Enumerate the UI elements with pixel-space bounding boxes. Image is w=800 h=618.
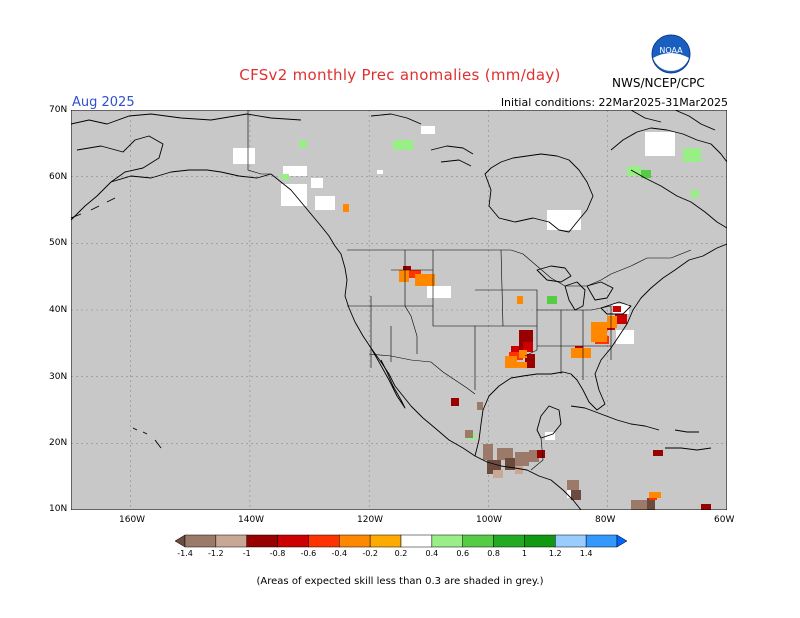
forecast-month: Aug 2025: [72, 95, 135, 110]
colorbar-bins: [175, 534, 627, 548]
colorbar-label: -0.4: [331, 549, 348, 558]
colorbar-bin: [585, 534, 618, 548]
chart-title: CFSv2 monthly Prec anomalies (mm/day): [239, 66, 561, 84]
colorbar-bin: [493, 534, 525, 548]
colorbar-bin: [400, 534, 433, 548]
colorbar-bin: [369, 534, 402, 548]
colorbar-bin: [524, 534, 556, 548]
colorbar-label: -0.2: [362, 549, 378, 558]
lon-label-100w: 100W: [476, 515, 503, 525]
colorbar-label: -0.8: [269, 549, 286, 558]
colorbar-label: 1: [521, 549, 527, 558]
skill-footnote: (Areas of expected skill less than 0.3 a…: [256, 576, 544, 587]
lon-label-80w: 80W: [595, 515, 616, 525]
lat-label-50n: 50N: [49, 238, 68, 248]
anomaly-cells: [233, 126, 711, 510]
colorbar-bin: [175, 534, 186, 548]
colorbar-label: 0.8: [487, 549, 500, 558]
colorbar-bin: [277, 534, 309, 548]
colorbar-label: 0.4: [425, 549, 439, 558]
colorbar-bin: [184, 534, 217, 548]
colorbar-label: 1.4: [579, 549, 593, 558]
lon-label-140w: 140W: [238, 515, 265, 525]
colorbar-label: -1: [242, 549, 251, 558]
colorbar: [175, 534, 627, 548]
lat-label-70n: 70N: [49, 105, 68, 115]
colorbar-bin: [555, 534, 587, 548]
political-borders: [247, 110, 692, 471]
colorbar-label: -1.2: [208, 549, 224, 558]
colorbar-label: -0.6: [300, 549, 317, 558]
initial-conditions: Initial conditions: 22Mar2025-31Mar2025: [500, 96, 728, 109]
lat-label-10n: 10N: [49, 504, 68, 514]
colorbar-bin: [616, 534, 627, 548]
lat-label-30n: 30N: [49, 372, 68, 382]
lon-label-160w: 160W: [119, 515, 146, 525]
colorbar-label: 0.6: [456, 549, 470, 558]
lon-label-60w: 60W: [714, 515, 735, 525]
colorbar-bin: [215, 534, 247, 548]
colorbar-label: 1.2: [548, 549, 562, 558]
colorbar-label: -1.4: [177, 549, 193, 558]
lat-label-20n: 20N: [49, 438, 68, 448]
noaa-logo: NOAA: [651, 34, 691, 78]
coastlines: [71, 110, 727, 510]
precip-anomaly-map: [71, 110, 727, 510]
lat-label-40n: 40N: [49, 305, 68, 315]
colorbar-bin: [462, 534, 494, 548]
lon-label-120w: 120W: [357, 515, 384, 525]
lat-label-60n: 60N: [49, 172, 68, 182]
colorbar-bin: [308, 534, 340, 548]
agency-label: NWS/NCEP/CPC: [612, 76, 705, 90]
noaa-logo-text: NOAA: [659, 46, 683, 55]
colorbar-bin: [431, 534, 463, 548]
colorbar-bin: [246, 534, 278, 548]
colorbar-bin: [339, 534, 371, 548]
colorbar-label: 0.2: [394, 549, 408, 558]
